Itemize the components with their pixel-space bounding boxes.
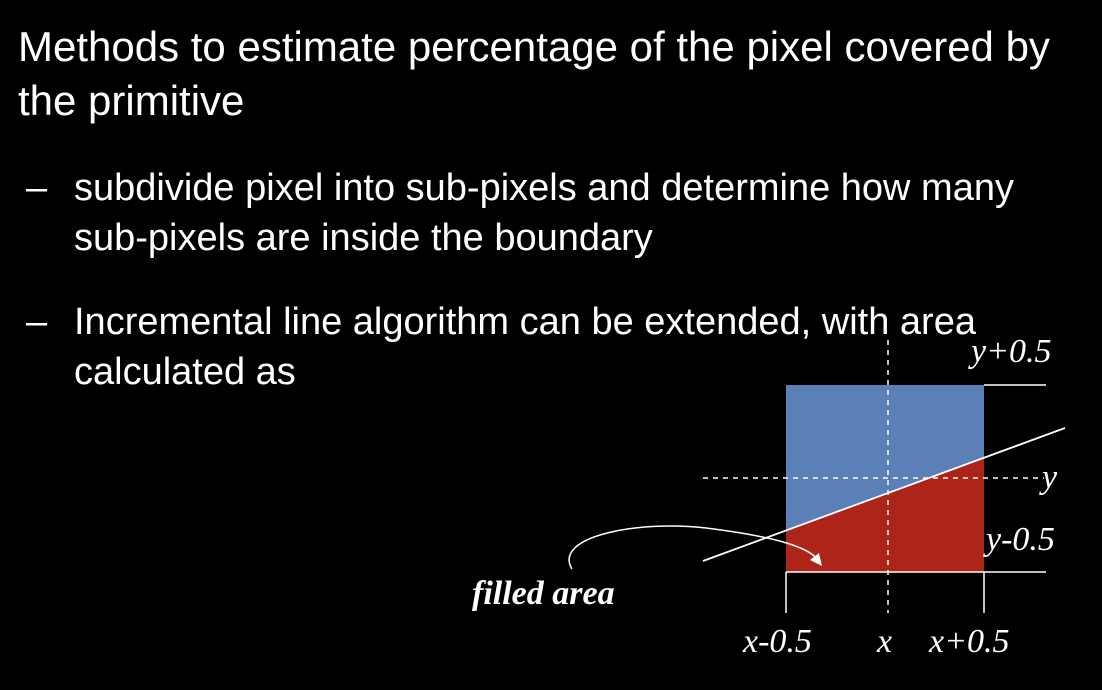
bullet-dash: – — [26, 167, 48, 209]
bullet-text: subdivide pixel into sub-pixels and dete… — [74, 167, 1014, 259]
label-y-plus: y+0.5 — [968, 333, 1052, 370]
arrow-head-icon — [810, 553, 822, 566]
label-filled-area: filled area — [472, 575, 615, 612]
pixel-filled-region — [786, 458, 984, 572]
slide-title: Methods to estimate percentage of the pi… — [18, 23, 1050, 124]
label-x: x — [876, 623, 892, 660]
filled-area-arrow — [568, 525, 819, 570]
label-x-minus: x-0.5 — [742, 623, 812, 660]
label-x-plus: x+0.5 — [928, 623, 1010, 660]
line-primitive — [702, 427, 1066, 562]
bullet-dash: – — [26, 301, 48, 343]
bullet-text: Incremental line algorithm can be extend… — [74, 301, 976, 393]
label-y: y — [1039, 459, 1058, 496]
label-y-minus: y-0.5 — [983, 521, 1055, 558]
